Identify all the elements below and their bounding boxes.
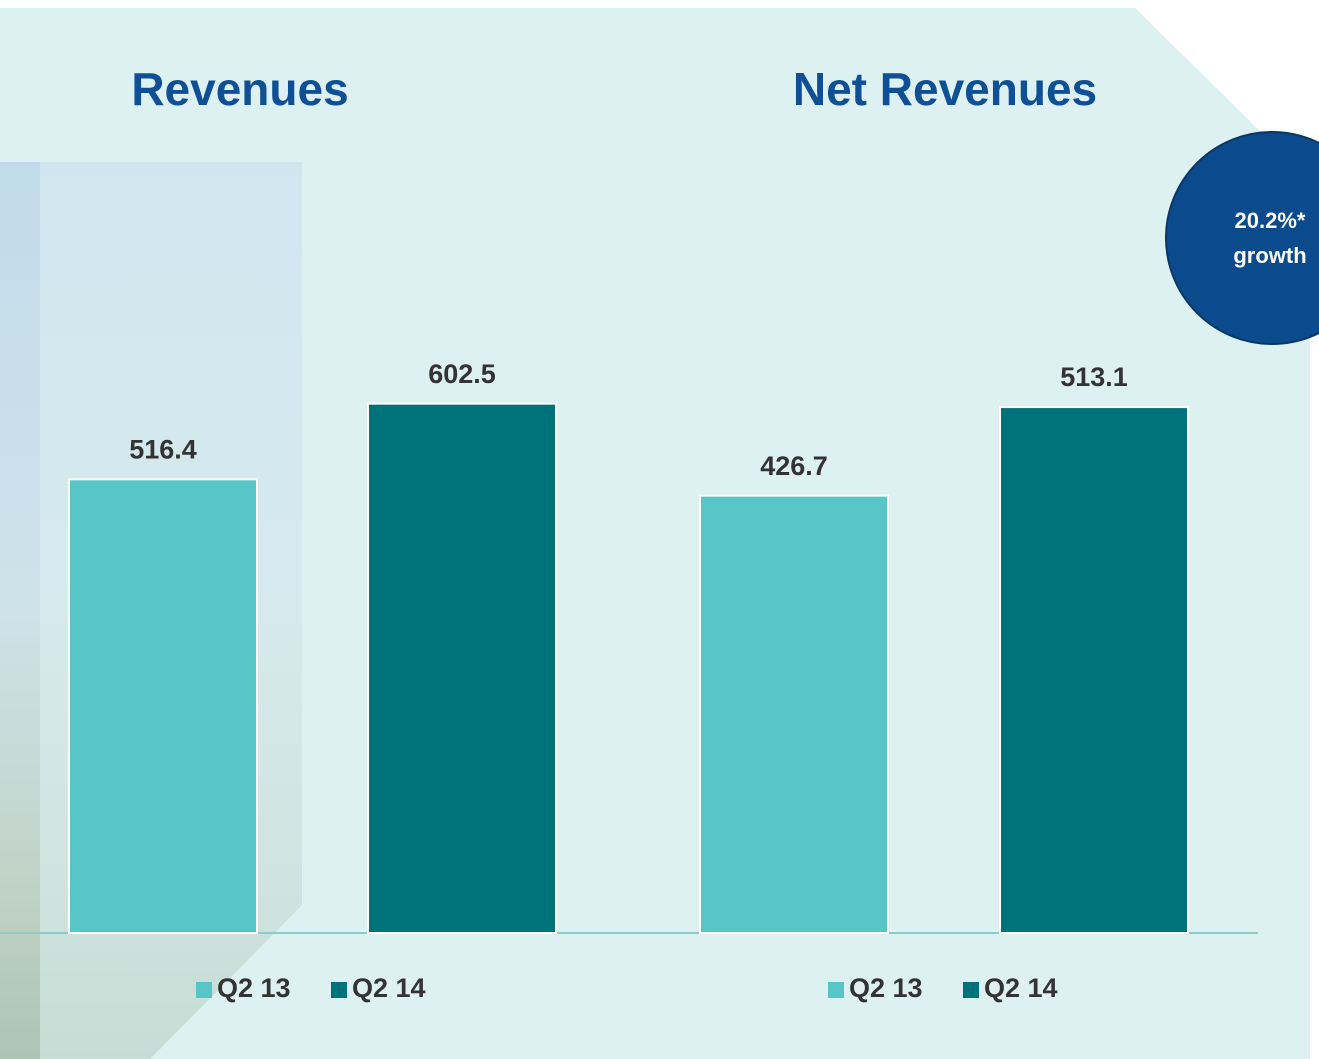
- legend-label: Q2 14: [984, 973, 1058, 1003]
- legend-swatch: [331, 982, 347, 998]
- bar: [1000, 407, 1188, 933]
- legend-label: Q2 13: [849, 973, 923, 1003]
- value-label: 513.1: [1060, 362, 1128, 392]
- value-label: 602.5: [428, 359, 496, 389]
- legend-swatch: [963, 982, 979, 998]
- value-label: 426.7: [760, 451, 828, 481]
- bar: [69, 479, 257, 933]
- badge-text: growth: [1233, 243, 1306, 268]
- badge-text: 20.2%*: [1235, 208, 1306, 233]
- slide: 20.2%* growth Revenues 516.4 602.5 Q2 13 Q2 1…: [0, 0, 1319, 1059]
- value-label: 516.4: [129, 434, 197, 464]
- legend-label: Q2 14: [352, 973, 426, 1003]
- chart-title: Revenues: [131, 63, 348, 115]
- chart-title: Net Revenues: [793, 63, 1097, 115]
- bar: [368, 404, 556, 933]
- legend-swatch: [828, 982, 844, 998]
- page: 20.2%* growth Revenues 516.4 602.5 Q2 13 Q2 1…: [0, 0, 1319, 1059]
- bar: [700, 496, 888, 933]
- legend-label: Q2 13: [217, 973, 291, 1003]
- legend-swatch: [196, 982, 212, 998]
